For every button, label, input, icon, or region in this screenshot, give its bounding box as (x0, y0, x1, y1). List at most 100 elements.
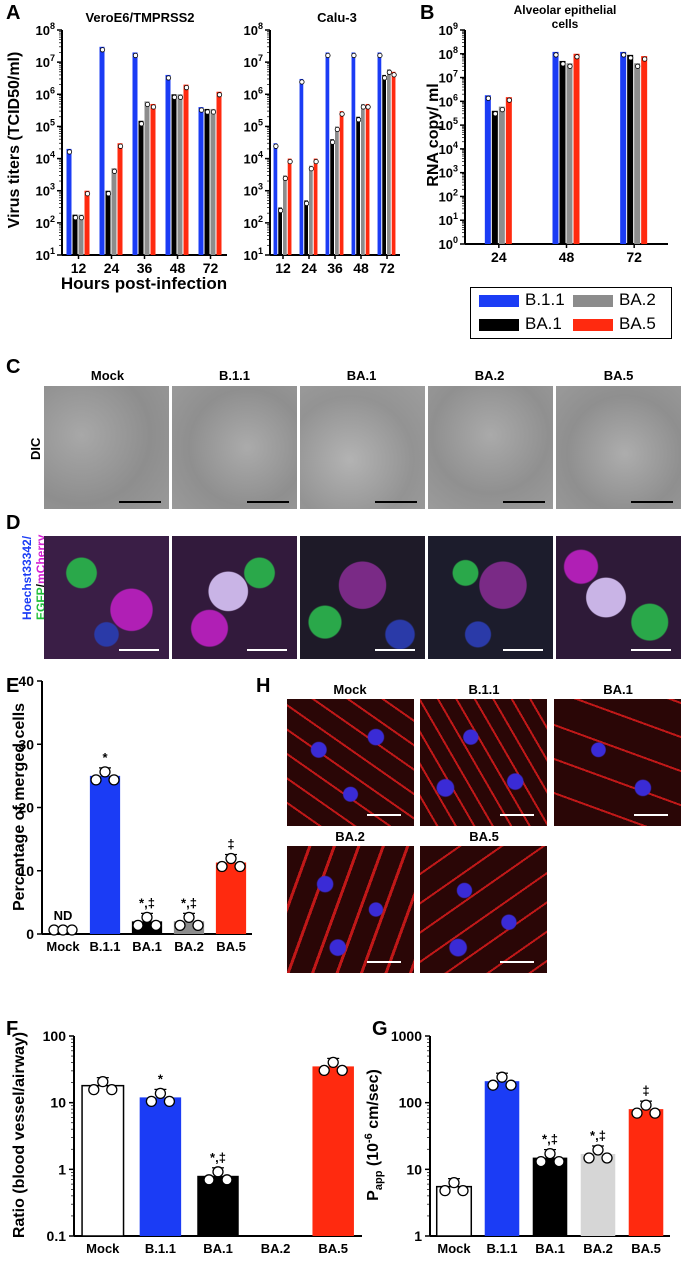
point-A1-BA.5-48 (183, 85, 190, 91)
bar-A1-BA.1-48 (171, 94, 177, 256)
point-A2-BA.5-48 (365, 104, 371, 110)
bar-A1-B.1.1-72 (198, 107, 204, 255)
y-axis-label-g: Papp (10-6 cm/sec) (363, 1069, 385, 1201)
x-tick-label-A2-2: 36 (327, 260, 343, 276)
y-tick-label-F-0: 0.1 (47, 1228, 67, 1244)
point-F-Mock-2 (106, 1083, 118, 1096)
bar-A1-BA.5-24 (117, 143, 123, 255)
fluor-image-ba2 (428, 536, 553, 659)
bar-A2-BA.1-12 (278, 207, 282, 255)
annotation-G-BA.2: *,‡ (590, 1128, 606, 1143)
x-tick-label-F-1: B.1.1 (145, 1241, 176, 1256)
point-B-BA.5-24 (506, 97, 512, 103)
point-F-Mock-1 (97, 1075, 109, 1088)
legend-label-ba5: BA.5 (619, 314, 656, 333)
bar-A2-BA.2-24 (309, 165, 313, 255)
x-tick-label-F-2: BA.1 (203, 1241, 233, 1256)
point-A1-BA.1-48 (171, 94, 178, 100)
bar-F-BA.5 (312, 1066, 354, 1236)
y-tick-label-F-1: 1 (58, 1161, 66, 1177)
annotation-E-B.1.1: * (102, 750, 108, 765)
y-tick-label-B-2: 102 (439, 187, 458, 204)
point-B-BA.1-72 (628, 55, 634, 61)
point-G-Mock-0 (439, 1184, 451, 1197)
y-tick-label-A2-7: 108 (244, 21, 263, 38)
bar-A2-BA.5-36 (339, 111, 344, 255)
point-A2-B.1.1-24 (299, 79, 305, 85)
point-B-B.1.1-72 (621, 52, 627, 58)
point-A1-BA.5-12 (84, 191, 91, 197)
bar-B-BA.1-48 (559, 60, 566, 244)
x-tick-label-A1-0: 12 (71, 260, 87, 276)
x-tick-label-A2-4: 72 (379, 260, 395, 276)
point-B-BA.1-48 (560, 61, 566, 67)
bar-A2-B.1.1-48 (351, 52, 356, 256)
x-tick-label-B-0: 24 (491, 249, 507, 265)
point-A1-B.1.1-12 (66, 149, 73, 155)
y-tick-label-A1-1: 102 (36, 214, 55, 231)
point-A2-B.1.1-12 (273, 143, 279, 149)
point-G-BA.1-0 (535, 1155, 547, 1168)
bar-A2-BA.2-36 (335, 126, 339, 255)
point-A2-BA.1-12 (278, 207, 284, 214)
point-A2-BA.2-48 (360, 104, 366, 110)
point-A2-BA.1-24 (304, 200, 310, 206)
bar-F-BA.1 (197, 1175, 239, 1236)
bar-A2-BA.2-48 (361, 103, 365, 256)
h-col-ba1: BA.1 (603, 682, 633, 697)
point-F-BA.5-1 (327, 1056, 339, 1069)
y-tick-label-A2-4: 105 (244, 117, 263, 134)
point-A1-BA.5-36 (150, 104, 157, 110)
zo1-image-mock (287, 699, 414, 826)
bar-F-B.1.1 (139, 1097, 182, 1236)
dic-image-ba1 (300, 386, 425, 509)
dic-image-mock (44, 386, 169, 509)
bar-A2-B.1.1-24 (299, 78, 304, 255)
x-tick-label-E-0: Mock (46, 939, 80, 954)
y-tick-label-A1-5: 106 (36, 85, 55, 102)
bar-A2-BA.5-12 (287, 158, 292, 255)
y-tick-label-B-9: 109 (439, 21, 458, 38)
point-A2-BA.1-36 (330, 139, 336, 145)
point-B-BA.5-48 (574, 54, 580, 60)
bar-A1-BA.2-72 (210, 108, 216, 255)
dic-image-b11 (172, 386, 297, 509)
y-axis-label-e: Percentage of merged cells (11, 703, 28, 911)
bar-B-B.1.1-72 (620, 51, 627, 245)
point-E-BA.5-0 (216, 860, 228, 873)
bar-A1-BA.5-12 (84, 190, 90, 255)
point-A2-BA.5-72 (391, 72, 397, 78)
fluor-image-ba1 (300, 536, 425, 659)
point-A2-B.1.1-72 (377, 52, 383, 59)
c-row-label: DIC (28, 437, 43, 460)
c-col-mock: Mock (90, 368, 125, 383)
point-B-BA.2-72 (635, 63, 641, 69)
zo1-image-ba5 (420, 846, 547, 973)
panel-label-c: C (6, 356, 21, 378)
y-tick-label-G-2: 100 (399, 1095, 423, 1111)
point-B-BA.5-72 (642, 56, 648, 62)
h-col-ba5: BA.5 (469, 829, 499, 844)
panel-label-a: A (6, 2, 21, 24)
y-axis-label-b: RNA copy/ ml (425, 83, 442, 186)
point-G-BA.2-0 (583, 1152, 595, 1164)
y-axis-label-f: Ratio (blood vessel/airway) (11, 1032, 28, 1238)
y-tick-label-E-2: 20 (18, 800, 34, 816)
y-tick-label-B-8: 108 (439, 45, 458, 62)
bar-G-BA.5 (628, 1109, 664, 1236)
bar-A1-B.1.1-36 (132, 52, 138, 256)
point-G-B.1.1-1 (496, 1071, 508, 1083)
y-tick-label-E-3: 30 (18, 736, 34, 752)
y-tick-label-F-3: 100 (43, 1028, 67, 1044)
point-A2-BA.2-72 (386, 69, 392, 75)
panel-label-h: H (256, 675, 271, 697)
panel-label-f: F (6, 1018, 19, 1040)
annotation-F-BA.1: *,‡ (210, 1150, 226, 1165)
legend-label-b11: B.1.1 (525, 290, 565, 309)
fluor-image-ba5 (556, 536, 681, 659)
bar-A1-BA.2-48 (177, 94, 183, 256)
point-B-B.1.1-24 (485, 95, 491, 101)
panel-label-e: E (6, 675, 20, 697)
x-tick-label-A2-1: 24 (301, 260, 317, 276)
bar-A2-BA.1-72 (382, 74, 386, 256)
